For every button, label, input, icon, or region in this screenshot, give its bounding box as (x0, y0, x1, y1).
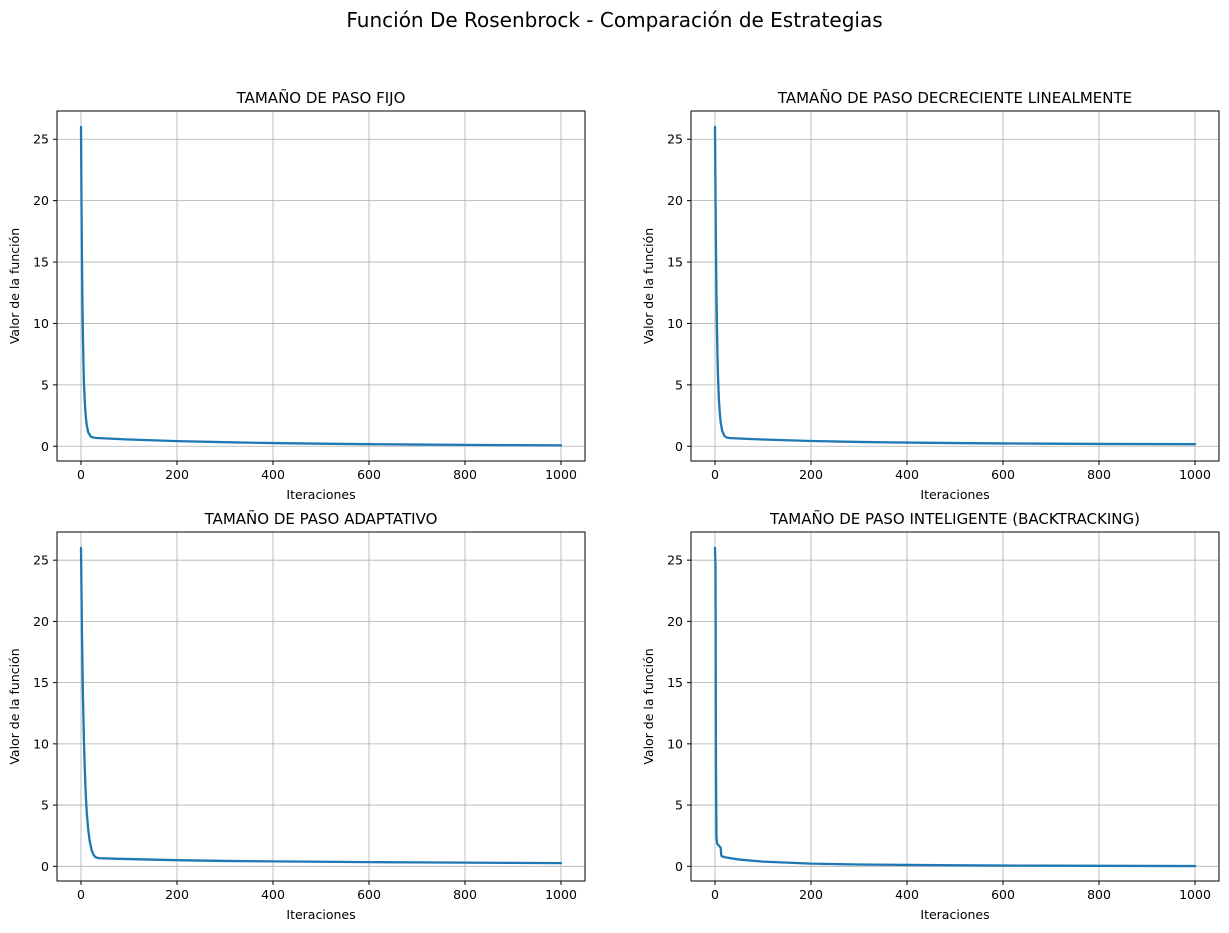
series-line (713, 546, 1197, 868)
y-tick-label: 0 (675, 859, 683, 874)
subplot-title: TAMAÑO DE PASO INTELIGENTE (BACKTRACKING… (769, 509, 1140, 528)
series-line (713, 125, 1197, 446)
y-tick-label: 15 (667, 255, 683, 270)
x-tick-label: 1000 (1179, 887, 1211, 902)
x-tick-label: 200 (165, 887, 189, 902)
x-tick-label: 200 (165, 467, 189, 482)
x-tick-label: 800 (1087, 887, 1111, 902)
x-tick-label: 0 (711, 467, 719, 482)
y-tick-label: 20 (33, 614, 49, 629)
y-tick-label: 0 (41, 859, 49, 874)
y-tick-label: 20 (667, 614, 683, 629)
y-tick-label: 25 (33, 553, 49, 568)
subplot-title: TAMAÑO DE PASO DECRECIENTE LINEALMENTE (777, 88, 1132, 107)
y-axis-label: Valor de la función (641, 648, 656, 764)
y-tick-label: 5 (41, 798, 49, 813)
x-tick-label: 800 (453, 887, 477, 902)
x-tick-label: 200 (799, 887, 823, 902)
y-tick-label: 5 (675, 377, 683, 392)
y-tick-label: 10 (33, 316, 49, 331)
x-tick-label: 600 (357, 467, 381, 482)
x-tick-label: 1000 (1179, 467, 1211, 482)
x-axis-label: Iteraciones (920, 907, 989, 922)
y-axis-label: Valor de la función (7, 228, 22, 344)
x-tick-label: 400 (261, 887, 285, 902)
y-tick-label: 15 (667, 675, 683, 690)
figure-title: Función De Rosenbrock - Comparación de E… (346, 8, 883, 32)
x-tick-label: 0 (77, 467, 85, 482)
y-axis-label: Valor de la función (7, 648, 22, 764)
axes-frame (690, 110, 1220, 462)
y-tick-label: 15 (33, 675, 49, 690)
y-tick-label: 10 (667, 316, 683, 331)
x-tick-label: 600 (991, 887, 1015, 902)
y-tick-label: 20 (33, 193, 49, 208)
x-tick-label: 800 (1087, 467, 1111, 482)
axes-frame (690, 531, 1220, 882)
subplot-title: TAMAÑO DE PASO FIJO (236, 88, 406, 107)
axes-frame (56, 531, 586, 882)
x-tick-label: 600 (991, 467, 1015, 482)
x-axis-label: Iteraciones (286, 487, 355, 502)
subplot-title: TAMAÑO DE PASO ADAPTATIVO (204, 509, 438, 528)
x-tick-label: 0 (711, 887, 719, 902)
x-tick-label: 1000 (545, 467, 577, 482)
y-tick-label: 15 (33, 255, 49, 270)
y-tick-label: 0 (675, 439, 683, 454)
y-tick-label: 25 (33, 132, 49, 147)
y-tick-label: 5 (41, 377, 49, 392)
series-line (79, 125, 563, 447)
y-axis-label: Valor de la función (641, 228, 656, 344)
y-tick-label: 25 (667, 132, 683, 147)
x-axis-label: Iteraciones (286, 907, 355, 922)
y-tick-label: 20 (667, 193, 683, 208)
x-tick-label: 400 (895, 467, 919, 482)
y-tick-label: 0 (41, 439, 49, 454)
y-tick-label: 10 (33, 736, 49, 751)
axes-frame (56, 110, 586, 462)
x-tick-label: 200 (799, 467, 823, 482)
x-tick-label: 0 (77, 887, 85, 902)
y-tick-label: 5 (675, 798, 683, 813)
x-tick-label: 1000 (545, 887, 577, 902)
x-axis-label: Iteraciones (920, 487, 989, 502)
y-tick-label: 25 (667, 553, 683, 568)
y-tick-label: 10 (667, 736, 683, 751)
series-line (79, 546, 563, 865)
x-tick-label: 800 (453, 467, 477, 482)
x-tick-label: 400 (261, 467, 285, 482)
x-tick-label: 600 (357, 887, 381, 902)
x-tick-label: 400 (895, 887, 919, 902)
